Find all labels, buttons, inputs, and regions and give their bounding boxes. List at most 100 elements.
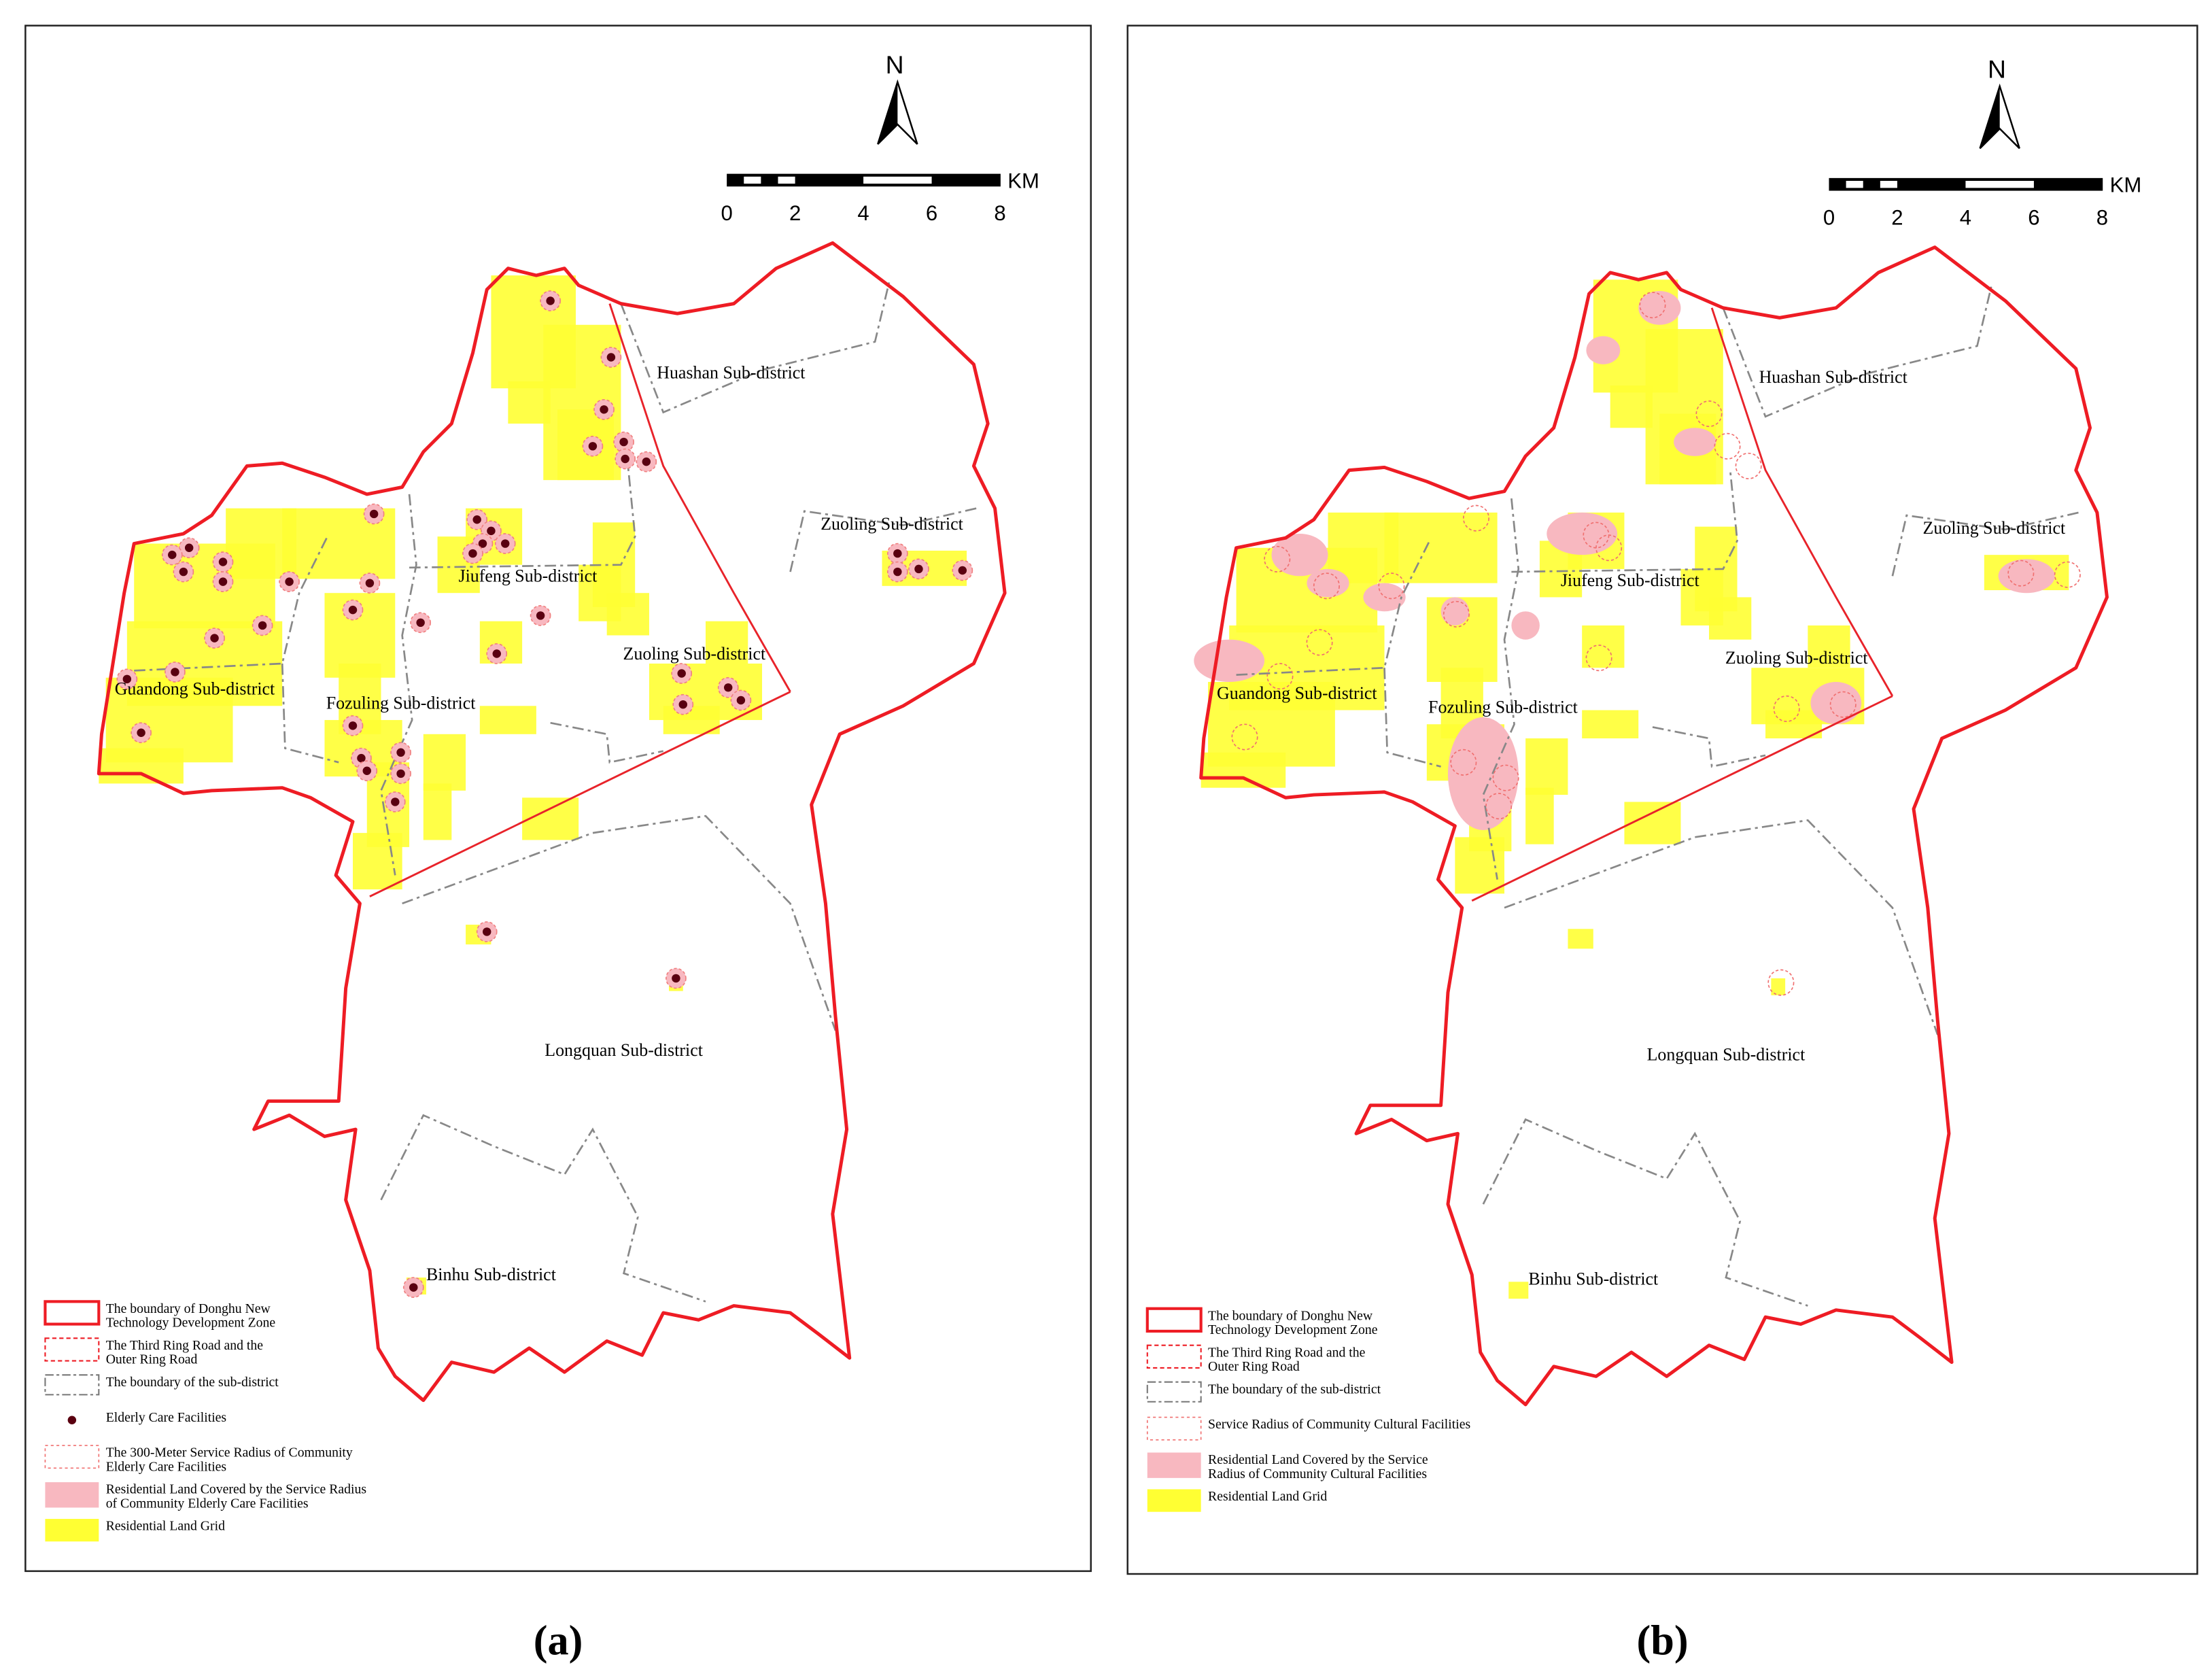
- service-radius: [1313, 572, 1340, 600]
- map-panel: Huashan Sub-district Zuoling Sub-district…: [1145, 54, 2142, 1512]
- elderly-care-facility: [348, 605, 358, 615]
- elderly-care-facility: [536, 611, 545, 620]
- covered-residential: [1363, 583, 1406, 612]
- legend-label: The boundary of Donghu New: [106, 1301, 271, 1316]
- scale-tick-label: 8: [994, 201, 1005, 225]
- district-label: Zuoling Sub-district: [821, 514, 963, 534]
- elderly-care-facility: [642, 457, 651, 466]
- legend-label: The boundary of the sub-district: [1208, 1382, 1381, 1396]
- scale-tick-label: 0: [721, 201, 732, 225]
- residential-grid: [423, 783, 452, 840]
- elderly-care-facility: [546, 296, 555, 305]
- residential-grid: [705, 621, 748, 664]
- residential-grid: [99, 748, 184, 784]
- residential-grid: [1384, 512, 1498, 583]
- residential-grid: [522, 798, 579, 840]
- legend-label: Residential Land Grid: [1208, 1489, 1327, 1504]
- scale-bar-segment: [744, 176, 761, 184]
- legend-symbol: [67, 1416, 77, 1424]
- north-label: N: [1988, 54, 2006, 83]
- residential-grid: [663, 706, 720, 734]
- service-radius: [1735, 452, 1762, 479]
- elderly-care-facility: [365, 579, 375, 587]
- residential-grid: [1582, 625, 1625, 668]
- elderly-care-facility: [492, 649, 501, 658]
- residential-grid: [1771, 978, 1786, 995]
- service-radius: [1264, 545, 1291, 572]
- scale-bar-segment: [778, 176, 795, 184]
- district-label: Binhu Sub-district: [426, 1265, 557, 1284]
- zone-boundary: [1199, 245, 2109, 1407]
- elderly-care-facility: [168, 550, 177, 560]
- legend-label: The boundary of the sub-district: [106, 1375, 279, 1390]
- service-radius: [1450, 749, 1477, 776]
- elderly-care-facility: [218, 558, 228, 566]
- elderly-care-facility: [357, 753, 366, 763]
- service-radius: [1485, 793, 1513, 820]
- service-radius: [1443, 600, 1470, 628]
- service-radius: [1306, 629, 1333, 656]
- covered-residential: [1307, 568, 1349, 598]
- elderly-care-facility: [348, 721, 358, 730]
- district-label: Longquan Sub-district: [545, 1040, 703, 1060]
- subdistrict-boundary: [380, 1114, 706, 1303]
- scale-unit: KM: [2110, 173, 2142, 197]
- elderly-care-facility: [893, 549, 902, 558]
- scale-tick-label: 6: [926, 201, 937, 225]
- district-label: Jiufeng Sub-district: [458, 566, 598, 586]
- residential-grid: [508, 381, 551, 424]
- subdistrict-boundary: [1504, 819, 1939, 1035]
- subdistrict-boundary: [409, 466, 636, 569]
- elderly-care-facility: [672, 974, 680, 983]
- covered-residential: [1447, 717, 1519, 830]
- subdistrict-boundary: [1511, 470, 1738, 573]
- ring-road: [369, 303, 791, 897]
- elderly-care-facility: [369, 509, 379, 519]
- subdistrict-boundary: [380, 494, 417, 876]
- elderly-care-facility: [677, 669, 686, 678]
- subdistrict-boundary: [1482, 498, 1520, 880]
- subdistrict-boundary: [1652, 726, 1766, 768]
- covered-residential: [1998, 559, 2055, 594]
- service-radius: [1639, 292, 1666, 319]
- residential-grid: [1610, 385, 1653, 428]
- district-label: Huashan Sub-district: [657, 363, 806, 383]
- residential-grid: [606, 593, 649, 636]
- district-label: Fozuling Sub-district: [326, 693, 477, 713]
- elderly-care-facility: [285, 577, 294, 586]
- subdistrict-boundary: [1482, 1118, 1808, 1307]
- panel-caption: (a): [534, 1617, 583, 1664]
- subdistrict-boundary: [1891, 511, 2079, 577]
- service-radius: [1829, 691, 1857, 718]
- panel-frame: [1126, 24, 2198, 1575]
- legend-symbol: [44, 1300, 101, 1326]
- service-radius: [1266, 663, 1294, 690]
- legend-label: Elderly Care Facilities: [106, 1459, 226, 1474]
- panel-caption: (b): [1636, 1617, 1688, 1664]
- legend-symbol: [45, 1482, 99, 1508]
- elderly-care-facility: [184, 543, 194, 552]
- scale-tick-label: 0: [1823, 205, 1835, 229]
- elderly-care-facility: [958, 566, 967, 575]
- residential-grid: [1582, 710, 1639, 739]
- scale-tick-label: 2: [1891, 205, 1903, 229]
- elderly-care-facility: [409, 1283, 418, 1292]
- covered-residential: [1547, 512, 1618, 555]
- legend-label: Outer Ring Road: [106, 1352, 198, 1367]
- legend-label: The Third Ring Road and the: [106, 1338, 264, 1353]
- elderly-care-facility: [500, 539, 510, 548]
- district-label: Zuoling Sub-district: [1923, 518, 2066, 538]
- district-label: Huashan Sub-district: [1759, 367, 1908, 387]
- elderly-care-facility: [391, 798, 400, 806]
- service-radius: [2054, 561, 2081, 588]
- elderly-care-facility: [619, 437, 628, 447]
- scale-bar-segment: [1965, 181, 2034, 188]
- service-radius: [1595, 534, 1623, 562]
- covered-residential: [1586, 336, 1621, 364]
- scale-tick-label: 4: [1960, 205, 1971, 229]
- elderly-care-facility: [487, 526, 496, 536]
- subdistrict-boundary: [134, 536, 328, 672]
- residential-grid: [1808, 625, 1850, 668]
- legend-label: of Community Elderly Care Facilities: [106, 1496, 309, 1511]
